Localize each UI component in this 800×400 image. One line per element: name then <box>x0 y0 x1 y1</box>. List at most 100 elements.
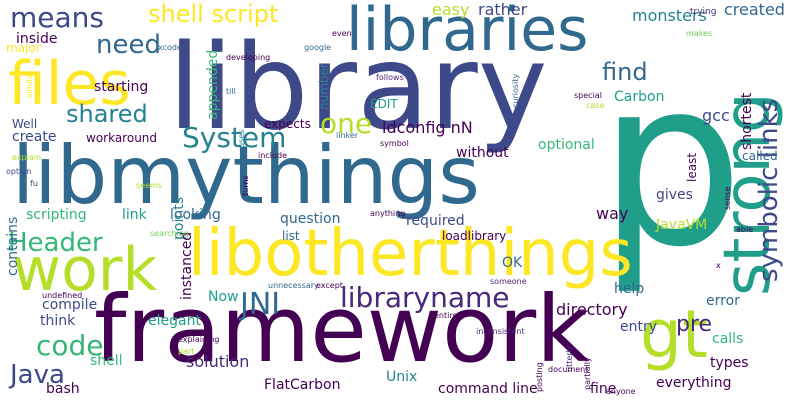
cloud-word: inside <box>16 31 58 47</box>
cloud-word: think <box>40 313 76 329</box>
cloud-word: libotherthings <box>188 217 633 291</box>
cloud-word: shortest <box>739 92 755 150</box>
cloud-word: shell <box>90 353 123 369</box>
cloud-word: major <box>6 41 41 55</box>
cloud-word: optional <box>538 137 595 153</box>
cloud-word: trying <box>690 7 717 17</box>
cloud-word: need <box>96 30 161 60</box>
cloud-word: Unix <box>386 369 418 385</box>
cloud-word: question <box>280 211 341 227</box>
cloud-word: developing <box>226 53 271 62</box>
cloud-word: even <box>332 29 352 38</box>
cloud-word: gt <box>640 296 708 373</box>
cloud-word: fine <box>590 381 617 397</box>
cloud-word: solution <box>186 352 250 371</box>
cloud-word: case <box>586 101 605 110</box>
cloud-word: calls <box>712 331 744 347</box>
cloud-word: linker <box>336 131 359 140</box>
cloud-word: monsters <box>632 6 707 25</box>
cloud-word: searching <box>150 229 189 238</box>
cloud-word: symbolic links <box>754 98 784 282</box>
cloud-word: bash <box>46 381 80 397</box>
cloud-word: google <box>304 43 332 52</box>
cloud-word: explaining <box>178 335 220 344</box>
cloud-word: xcode <box>158 43 182 52</box>
cloud-word: link <box>122 207 147 223</box>
cloud-word: symbol <box>380 139 409 148</box>
cloud-word: p <box>598 31 744 298</box>
cloud-word: gives <box>656 187 693 203</box>
cloud-word: error <box>706 293 740 309</box>
cloud-word: JavaVM <box>656 217 708 233</box>
cloud-word: seems <box>136 181 162 190</box>
cloud-word: special <box>574 91 602 100</box>
cloud-word: appended <box>205 49 221 120</box>
cloud-word: create <box>12 129 57 145</box>
cloud-word: posting <box>535 362 544 392</box>
cloud-word: part <box>178 347 195 356</box>
cloud-word: include <box>258 151 287 160</box>
cloud-word: till <box>226 87 236 96</box>
cloud-word: find <box>602 58 648 86</box>
cloud-word: required <box>406 213 465 229</box>
cloud-word: OK <box>502 255 523 271</box>
cloud-word: list <box>282 229 300 243</box>
cloud-word: document <box>548 365 589 374</box>
cloud-word: inconsistent <box>476 327 525 336</box>
cloud-word: instanced <box>179 231 195 300</box>
cloud-word: explain <box>12 153 42 162</box>
cloud-word: called <box>742 149 778 163</box>
cloud-word: Carbon <box>614 89 665 105</box>
cloud-word: means <box>10 1 104 34</box>
cloud-word: scripting <box>26 207 87 223</box>
cloud-word: library <box>168 18 548 156</box>
cloud-word: libraryname <box>340 281 510 314</box>
cloud-word: fu <box>30 179 38 188</box>
cloud-word: one <box>320 107 373 140</box>
cloud-word: least <box>685 152 699 182</box>
cloud-word: directory <box>556 300 628 319</box>
cloud-word: looking <box>170 207 221 223</box>
cloud-word: number <box>317 63 331 110</box>
cloud-word: shell script <box>148 0 279 28</box>
cloud-word: Well <box>12 117 38 131</box>
cloud-word: someone <box>490 277 527 286</box>
cloud-word: libmythings <box>12 129 480 222</box>
cloud-word: similar <box>25 71 34 98</box>
cloud-word: command line <box>438 381 538 397</box>
cloud-word: contains <box>5 216 21 276</box>
cloud-word: turns <box>241 175 250 196</box>
cloud-word: elegant <box>148 313 201 329</box>
cloud-word: FlatCarbon <box>264 377 341 393</box>
cloud-word: option <box>6 167 32 176</box>
cloud-word: libraries <box>346 0 589 65</box>
cloud-word: way <box>596 204 629 223</box>
cloud-word: makes <box>686 29 713 38</box>
cloud-word: uses <box>237 129 246 148</box>
cloud-word: pre <box>676 312 713 337</box>
cloud-word: curiosity <box>511 73 520 108</box>
cloud-word: JNI <box>240 287 281 322</box>
cloud-word: EDIT <box>370 97 398 111</box>
cloud-word: expects <box>264 117 311 131</box>
cloud-word: entry <box>620 319 658 335</box>
cloud-word: Header <box>8 228 103 258</box>
cloud-word: able <box>736 225 754 234</box>
cloud-word: ldconfig nN <box>382 118 473 137</box>
cloud-word: framework <box>94 276 590 383</box>
cloud-word: unnecessary <box>268 281 319 290</box>
cloud-word: easy <box>432 0 470 19</box>
cloud-word: entirely <box>434 311 465 320</box>
cloud-word: compile <box>42 297 98 313</box>
cloud-word: types <box>710 355 749 371</box>
cloud-word: anyone <box>606 387 636 396</box>
cloud-word: help <box>614 281 645 297</box>
cloud-word: x <box>716 261 721 270</box>
cloud-word: code <box>36 329 104 362</box>
cloud-word: work <box>12 235 158 305</box>
cloud-word: files <box>8 49 131 119</box>
cloud-word: sense <box>723 186 732 210</box>
cloud-word: except <box>316 281 343 290</box>
cloud-word: created <box>724 0 785 19</box>
